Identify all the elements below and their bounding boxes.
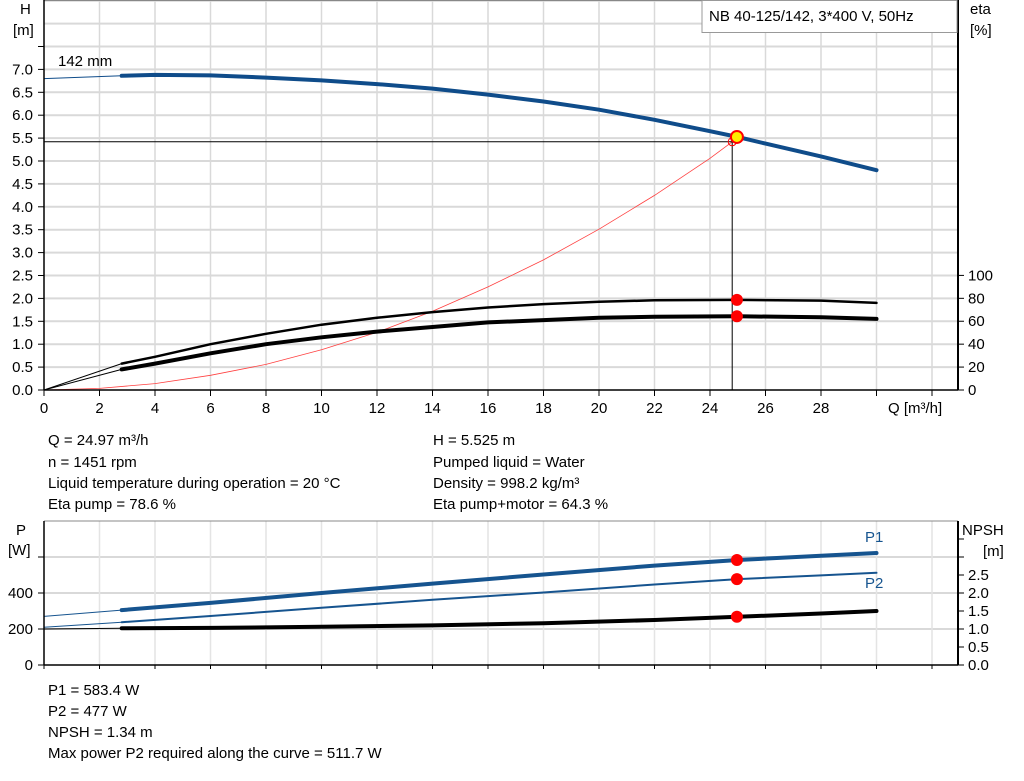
q-tick-label: 14 xyxy=(424,400,441,417)
eta-pump-marker xyxy=(730,293,743,306)
npsh-tick-label: 2.0 xyxy=(968,585,989,602)
p-tick-label: 400 xyxy=(8,585,33,602)
h-tick-label: 7.0 xyxy=(12,61,33,78)
p-axis-unit: [W] xyxy=(8,542,31,559)
info-eta-pump-motor: Eta pump+motor = 64.3 % xyxy=(433,496,608,513)
npsh-curve-lead xyxy=(43,627,122,630)
q-tick-label: 24 xyxy=(702,400,719,417)
info-temperature: Liquid temperature during operation = 20… xyxy=(48,475,341,492)
q-tick-label: 8 xyxy=(262,400,270,417)
info-p2: P2 = 477 W xyxy=(48,703,128,720)
q-tick-label: 10 xyxy=(313,400,330,417)
q-tick-label: 18 xyxy=(535,400,552,417)
q-tick-label: 16 xyxy=(480,400,497,417)
h-tick-label: 3.5 xyxy=(12,222,33,239)
p2-curve xyxy=(120,571,878,624)
info-max-power: Max power P2 required along the curve = … xyxy=(48,745,382,762)
h-tick-label: 0.0 xyxy=(12,382,33,399)
p2-curve-lead xyxy=(43,621,122,628)
h-axis-title: H xyxy=(20,1,31,18)
h-axis-unit: [m] xyxy=(13,22,34,39)
p1-series-label: P1 xyxy=(865,529,883,546)
npsh-tick-label: 2.5 xyxy=(968,567,989,584)
npsh-curve xyxy=(119,609,879,631)
npsh-tick-label: 0.5 xyxy=(968,639,989,656)
h-tick-label: 2.5 xyxy=(12,268,33,285)
p-tick-label: 0 xyxy=(25,657,33,674)
h-tick-label: 2.0 xyxy=(12,290,33,307)
p1-curve-lead xyxy=(43,609,122,617)
q-tick-label: 12 xyxy=(369,400,386,417)
q-tick-label: 20 xyxy=(591,400,608,417)
eta-tick-label: 0 xyxy=(968,382,976,399)
eta-tick-label: 20 xyxy=(968,359,985,376)
npsh-marker xyxy=(730,610,743,623)
head-curve-lead xyxy=(43,75,122,80)
head-curve xyxy=(119,72,879,173)
p-axis-title: P xyxy=(16,522,26,539)
q-tick-label: 26 xyxy=(757,400,774,417)
q-tick-label: 4 xyxy=(151,400,159,417)
system-curve xyxy=(43,141,733,391)
info-p1: P1 = 583.4 W xyxy=(48,682,140,699)
h-tick-label: 1.5 xyxy=(12,313,33,330)
info-h: H = 5.525 m xyxy=(433,432,515,449)
bottom-grid xyxy=(44,521,958,665)
npsh-tick-label: 0.0 xyxy=(968,657,989,674)
q-tick-label: 2 xyxy=(95,400,103,417)
npsh-tick-label: 1.0 xyxy=(968,621,989,638)
npsh-tick-label: 1.5 xyxy=(968,603,989,620)
q-tick-label: 28 xyxy=(813,400,830,417)
p1-marker xyxy=(730,553,743,566)
q-tick-label: 6 xyxy=(206,400,214,417)
h-tick-label: 5.0 xyxy=(12,153,33,170)
info-eta-pump: Eta pump = 78.6 % xyxy=(48,496,176,513)
eta-pump-motor-curve xyxy=(119,314,879,372)
h-tick-label: 4.0 xyxy=(12,199,33,216)
q-tick-label: 22 xyxy=(646,400,663,417)
duty-point-marker xyxy=(729,129,744,144)
info-q: Q = 24.97 m³/h xyxy=(48,432,148,449)
npsh-axis-unit: [m] xyxy=(983,543,1004,560)
p1-curve xyxy=(119,551,879,613)
p-tick-label: 200 xyxy=(8,621,33,638)
h-tick-label: 3.0 xyxy=(12,245,33,262)
eta-tick-label: 80 xyxy=(968,290,985,307)
npsh-axis-title: NPSH xyxy=(962,522,1004,539)
p2-series-label: P2 xyxy=(865,575,883,592)
eta-tick-label: 40 xyxy=(968,336,985,353)
h-tick-label: 1.0 xyxy=(12,336,33,353)
curves xyxy=(43,72,879,631)
q-tick-label: 0 xyxy=(40,400,48,417)
legend-box xyxy=(701,0,958,33)
eta-pump-motor-marker xyxy=(730,310,743,323)
impeller-label: 142 mm xyxy=(58,53,112,70)
eta-pump-curve xyxy=(120,298,878,365)
h-tick-label: 6.0 xyxy=(12,107,33,124)
eta-axis-unit: [%] xyxy=(970,22,992,39)
q-axis-title: Q [m³/h] xyxy=(888,400,942,417)
eta-tick-label: 100 xyxy=(968,267,993,284)
h-tick-label: 5.5 xyxy=(12,130,33,147)
duty-info: Q = 24.97 m³/h n = 1451 rpm Liquid tempe… xyxy=(48,432,608,762)
axes: 0.00.51.01.52.02.53.03.54.04.55.05.56.06… xyxy=(8,0,993,674)
info-liquid: Pumped liquid = Water xyxy=(433,454,585,471)
h-tick-label: 6.5 xyxy=(12,84,33,101)
eta-pump-curve-lead xyxy=(43,363,122,391)
eta-pump-motor-curve-lead xyxy=(43,368,122,391)
top-grid xyxy=(44,0,958,390)
h-tick-label: 4.5 xyxy=(12,176,33,193)
info-density: Density = 998.2 kg/m³ xyxy=(433,475,579,492)
p2-marker xyxy=(730,573,743,586)
eta-axis-title: eta xyxy=(970,1,992,18)
info-n: n = 1451 rpm xyxy=(48,454,137,471)
info-npsh: NPSH = 1.34 m xyxy=(48,724,153,741)
legend-text: NB 40-125/142, 3*400 V, 50Hz xyxy=(709,8,914,25)
h-tick-label: 0.5 xyxy=(12,359,33,376)
eta-tick-label: 60 xyxy=(968,313,985,330)
